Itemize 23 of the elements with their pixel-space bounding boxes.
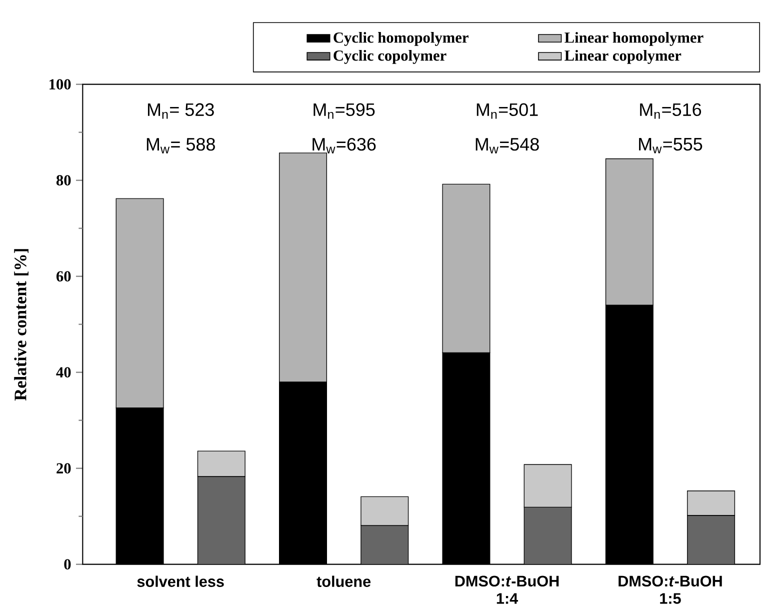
annotation: M$_{w}$=636: [312, 138, 376, 154]
y-tick-label: 100: [50, 79, 71, 90]
legend-label: Linear homopolymer: [564, 32, 704, 46]
legend-label: Linear copolymer: [564, 50, 682, 64]
x-tick-label: toluene: [316, 576, 371, 587]
y-tick-label: 60: [56, 271, 71, 282]
legend-label: Cyclic homopolymer: [334, 32, 468, 46]
x-tick-label: DMSO:t-BuOH 1:5: [618, 576, 722, 604]
x-tick-label: solvent less: [137, 576, 224, 587]
annotation: M$_{n}$= 523: [148, 103, 214, 119]
annotation: M$_{n}$=501: [476, 103, 538, 119]
y-tick-label: 80: [56, 175, 71, 186]
annotation: M$_{w}$=555: [639, 138, 702, 154]
y-axis-title: Relative content [%]: [14, 249, 28, 401]
y-tick-label: 40: [56, 367, 71, 378]
annotation: M$_{w}$= 588: [146, 138, 215, 154]
annotation: M$_{n}$=516: [640, 103, 702, 119]
y-tick-label: 0: [64, 559, 71, 570]
annotation: M$_{w}$=548: [476, 138, 539, 154]
x-tick-label: DMSO:t-BuOH 1:4: [455, 576, 559, 604]
y-tick-label: 20: [56, 463, 71, 474]
legend-label: Cyclic copolymer: [334, 50, 446, 64]
annotation: M$_{n}$=595: [314, 103, 375, 119]
